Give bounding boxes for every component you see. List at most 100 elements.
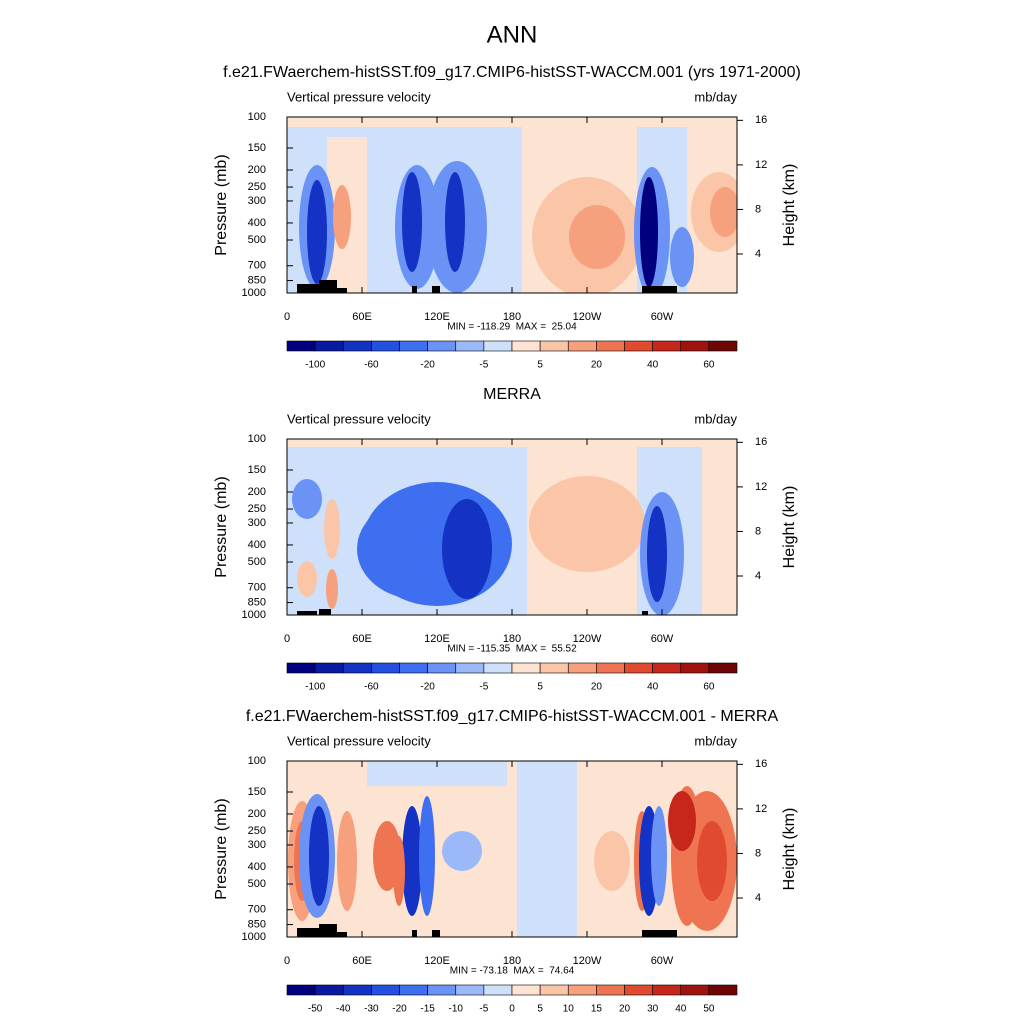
y-axis-label: Pressure (mb) (213, 476, 230, 577)
panel-title: MERRA (483, 386, 541, 403)
colorbar-label: -10 (449, 1004, 464, 1015)
y-tick-label: 700 (248, 582, 266, 594)
colorbar-label: -50 (308, 1004, 323, 1015)
min-max-stats: MIN = -118.29 MAX = 25.04 (447, 322, 577, 333)
colorbar-box (652, 662, 682, 674)
topography (319, 924, 337, 937)
colorbar-box (680, 662, 710, 674)
field-region (445, 172, 465, 272)
x-tick-label: 60W (651, 311, 674, 323)
y-tick-label: 300 (248, 195, 266, 207)
x-tick-label: 60W (651, 633, 674, 645)
y-tick-label: 150 (248, 464, 266, 476)
colorbar-box (342, 984, 372, 996)
colorbar-box (342, 340, 372, 352)
left-label: Vertical pressure velocity (287, 411, 431, 426)
colorbar-label: 0 (509, 1004, 515, 1015)
y-tick-label: 850 (248, 918, 266, 930)
field-region (569, 205, 625, 269)
field-region (307, 180, 327, 284)
x-tick-label: 180 (503, 955, 521, 967)
y2-tick-label: 16 (755, 436, 767, 448)
topography (297, 611, 317, 615)
colorbar-box (539, 662, 569, 674)
y-axis-label: Pressure (mb) (213, 798, 230, 899)
right-label: mb/day (694, 411, 737, 426)
y-tick-label: 700 (248, 904, 266, 916)
y-tick-label: 400 (248, 539, 266, 551)
y2-tick-label: 4 (755, 892, 761, 904)
y-tick-label: 200 (248, 808, 266, 820)
colorbar-box (286, 984, 316, 996)
field-region (297, 561, 317, 597)
colorbar-label: 5 (537, 360, 543, 371)
y-tick-label: 700 (248, 260, 266, 272)
left-label: Vertical pressure velocity (287, 733, 431, 748)
colorbar-label: 40 (647, 682, 659, 693)
y-tick-label: 850 (248, 274, 266, 286)
colorbar-box (371, 340, 400, 352)
topography (335, 288, 347, 293)
y-axis-label: Pressure (mb) (213, 154, 230, 255)
field-region (594, 831, 630, 891)
x-tick-label: 60E (352, 955, 372, 967)
y2-tick-label: 12 (755, 159, 767, 171)
colorbar-label: -20 (420, 682, 435, 693)
colorbar-box (511, 662, 541, 674)
field-region (517, 761, 577, 937)
colorbar-label: -60 (364, 360, 379, 371)
topography (412, 286, 417, 293)
colorbar-label: -5 (479, 682, 488, 693)
field-region (668, 791, 696, 851)
colorbar-box (399, 340, 428, 352)
y-tick-label: 1000 (242, 287, 266, 299)
colorbar-label: -40 (336, 1004, 351, 1015)
topography (642, 930, 677, 937)
figure-title: ANN (487, 21, 538, 48)
colorbar-box (371, 662, 400, 674)
topography (642, 286, 677, 293)
colorbar-box (511, 340, 541, 352)
field-region (442, 499, 492, 599)
field-region (710, 187, 737, 237)
y-tick-label: 200 (248, 164, 266, 176)
colorbar-label: -20 (392, 1004, 407, 1015)
min-max-stats: MIN = -73.18 MAX = 74.64 (450, 966, 575, 977)
y2-axis-label: Height (km) (781, 808, 798, 891)
colorbar-box (286, 340, 316, 352)
x-tick-label: 120E (424, 955, 450, 967)
colorbar-box (652, 984, 682, 996)
colorbar-label: 10 (563, 1004, 575, 1015)
colorbar-box (567, 662, 597, 674)
colorbar-box (708, 984, 738, 996)
colorbar-label: -30 (364, 1004, 379, 1015)
y-tick-label: 100 (248, 755, 266, 767)
field-region (402, 172, 422, 272)
y-tick-label: 100 (248, 111, 266, 123)
field-region (337, 811, 357, 911)
y-tick-label: 500 (248, 556, 266, 568)
field-region (647, 506, 667, 602)
colorbar-box (427, 340, 457, 352)
x-tick-label: 180 (503, 311, 521, 323)
topography (297, 928, 322, 937)
y-tick-label: 300 (248, 839, 266, 851)
field-region (442, 831, 482, 871)
y-tick-label: 500 (248, 878, 266, 890)
y-tick-label: 150 (248, 142, 266, 154)
colorbar-box (511, 984, 541, 996)
min-max-stats: MIN = -115.35 MAX = 55.52 (447, 644, 577, 655)
topography (319, 609, 331, 615)
colorbar-box (596, 340, 625, 352)
colorbar-box (483, 662, 513, 674)
colorbar-box (342, 662, 372, 674)
right-label: mb/day (694, 89, 737, 104)
colorbar-label: 30 (647, 1004, 659, 1015)
left-label: Vertical pressure velocity (287, 89, 431, 104)
colorbar-box (596, 662, 625, 674)
colorbar-box (286, 662, 316, 674)
topography (319, 280, 337, 293)
topography (432, 286, 440, 293)
y2-tick-label: 8 (755, 525, 761, 537)
